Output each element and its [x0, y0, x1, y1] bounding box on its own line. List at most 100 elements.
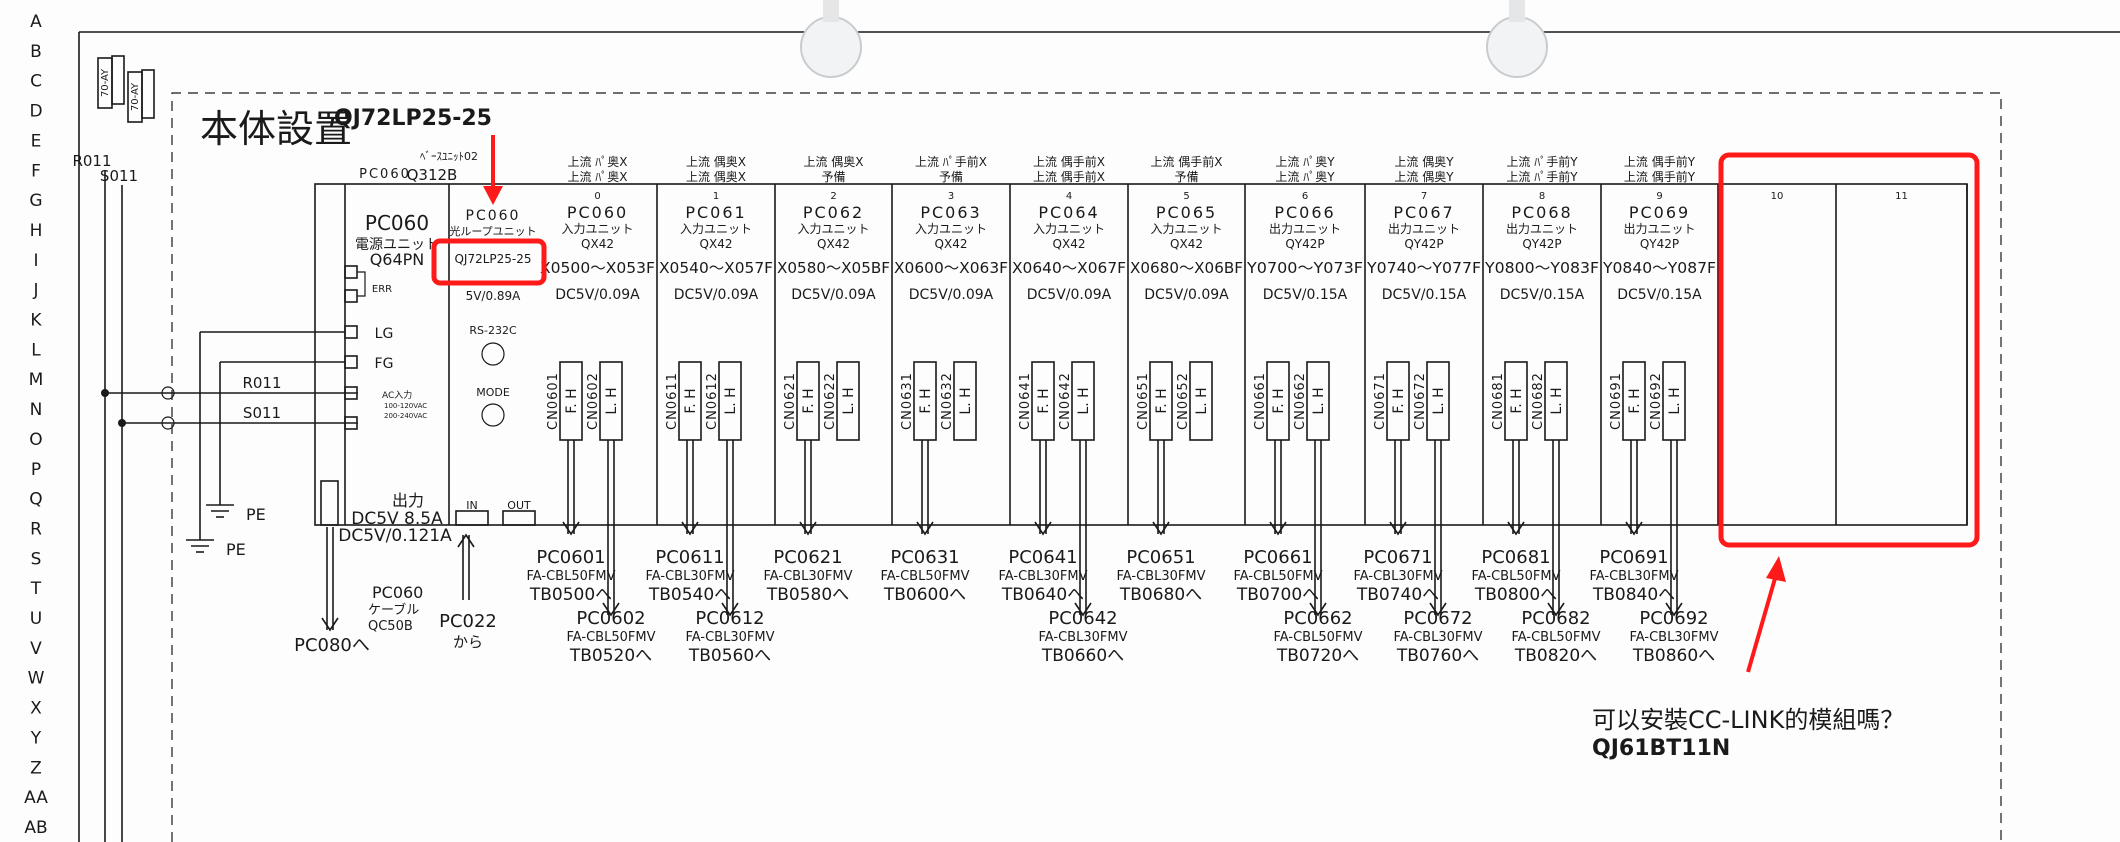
cable-destination: TB0840へ — [1592, 585, 1675, 605]
module-address: Y0700〜Y073F — [1246, 259, 1363, 277]
cable-PC0662-arrowhead — [1309, 602, 1327, 617]
connector-id: CN0601 — [546, 372, 561, 430]
connector-label: L. H — [1311, 387, 1327, 414]
cable-model: FA-CBL50FMV — [1234, 569, 1323, 584]
row-letter: AA — [24, 788, 48, 808]
module-model: QX42 — [817, 237, 850, 251]
rs232c-port — [481, 342, 505, 366]
slot-number: 6 — [1302, 191, 1308, 202]
cable-destination: TB0820へ — [1514, 646, 1597, 666]
connector-label: L. H — [1667, 387, 1683, 414]
cable-destination: TB0580へ — [766, 585, 849, 605]
cable-model: FA-CBL30FMV — [1394, 630, 1483, 645]
loop-cable-arrowhead — [457, 533, 475, 548]
connector-CN0621 — [796, 361, 820, 441]
cable-destination: TB0860へ — [1632, 646, 1715, 666]
row-letter: Y — [30, 728, 42, 748]
module-model: QX42 — [1053, 237, 1086, 251]
slot-number: 0 — [594, 191, 600, 202]
row-letter: E — [31, 131, 42, 151]
module-type: 出力ユニット — [1269, 222, 1341, 236]
module-current: DC5V/0.09A — [791, 287, 876, 303]
cable-model: FA-CBL50FMV — [1512, 630, 1601, 645]
module-current: DC5V/0.15A — [1382, 287, 1467, 303]
cable-pc: PC0661 — [1243, 547, 1312, 568]
connector-label: L. H — [723, 387, 739, 414]
logo-cell — [141, 69, 155, 119]
power-consumption: DC5V/0.121A — [338, 526, 452, 546]
highlight-empty-slots — [1718, 152, 1980, 548]
cable-model: FA-CBL50FMV — [881, 569, 970, 584]
slot-header-line: 上流 偶奥Y — [1394, 155, 1454, 169]
slot-header-line: 上流 偶奥Y — [1394, 170, 1454, 184]
connector-label: F. H — [1154, 388, 1170, 413]
connector-CN0682 — [1544, 361, 1568, 441]
cable-destination: TB0560へ — [688, 646, 771, 666]
lg-terminal — [344, 325, 358, 339]
module-type: 出力ユニット — [1388, 222, 1460, 236]
slot-header-line: 上流 偶手前X — [1033, 154, 1105, 169]
module-address: X0540〜X057F — [659, 259, 773, 277]
module-pc: PC067 — [1393, 203, 1454, 222]
output-label: 出力 — [392, 491, 424, 510]
connector-id: CN0602 — [586, 372, 601, 430]
base-name-label: ﾍﾞｰｽﾕﾆｯﾄ02 — [420, 150, 478, 163]
module-pc: PC066 — [1274, 203, 1335, 222]
module-address: Y0740〜Y077F — [1366, 259, 1481, 277]
connector-label: F. H — [801, 388, 817, 413]
row-letter: K — [30, 311, 42, 331]
wire-label-r011: R011 — [242, 374, 281, 392]
module-type: 出力ユニット — [1623, 222, 1695, 236]
row-letter: Q — [29, 490, 42, 510]
cable-destination: TB0740へ — [1356, 585, 1439, 605]
cable-PC0672-arrowhead — [1429, 602, 1447, 617]
module-pc: PC060 — [567, 203, 628, 222]
connector-label: L. H — [1076, 387, 1092, 414]
ac-input-label: AC入力 — [382, 389, 412, 401]
cable-PC0641-arrowhead — [1034, 521, 1052, 536]
connector-id: CN0651 — [1136, 372, 1151, 430]
cable-model: FA-CBL30FMV — [764, 569, 853, 584]
cable-pc: PC0602 — [576, 608, 645, 629]
connector-CN0692 — [1662, 361, 1686, 441]
row-letter: X — [30, 699, 42, 719]
connector-id: CN0681 — [1491, 372, 1506, 430]
fg-label: FG — [375, 356, 394, 372]
cable-pc: PC0651 — [1126, 547, 1195, 568]
cable-model: FA-CBL50FMV — [1472, 569, 1561, 584]
cable-pc: PC0611 — [655, 547, 724, 568]
connector-id: CN0641 — [1018, 372, 1033, 430]
module-pc: PC068 — [1511, 203, 1572, 222]
slot-number: 7 — [1421, 191, 1427, 202]
mode-label: MODE — [476, 386, 510, 399]
module-address: Y0840〜Y087F — [1602, 259, 1716, 277]
fg-terminal — [344, 355, 358, 369]
cable-pc: PC0642 — [1048, 608, 1117, 629]
annotation-arrowhead — [1766, 556, 1786, 582]
slot-header-line: 上流 偶手前Y — [1624, 154, 1696, 169]
cable-model-label: QC50B — [368, 619, 413, 634]
slot-header-line: 上流 偶手前Y — [1624, 169, 1696, 184]
connector-id: CN0632 — [940, 372, 955, 430]
connector-CN0611 — [678, 361, 702, 441]
cable-pc: PC0641 — [1008, 547, 1077, 568]
module-current: DC5V/0.09A — [1027, 287, 1112, 303]
module-type: 入力ユニット — [915, 222, 987, 236]
connector-label: F. H — [1627, 388, 1643, 413]
connector-id: CN0612 — [705, 372, 720, 430]
connector-id: CN0691 — [1609, 372, 1624, 430]
module-pc: PC063 — [920, 203, 981, 222]
cable-PC0671-arrowhead — [1389, 521, 1407, 536]
connector-id: CN0672 — [1413, 372, 1428, 430]
connector-label: L. H — [1194, 387, 1210, 414]
out-port — [502, 510, 536, 526]
slot-header-line: 上流 ﾊﾟ奥Y — [1275, 170, 1335, 184]
module-type: 出力ユニット — [1506, 222, 1578, 236]
cable-pc: PC0692 — [1639, 608, 1708, 629]
cable-PC0691-arrowhead — [1625, 521, 1643, 536]
connector-label: F. H — [683, 388, 699, 413]
connector-id: CN0682 — [1531, 372, 1546, 430]
connector-id: CN0611 — [665, 372, 680, 430]
module-type: 入力ユニット — [561, 222, 633, 236]
